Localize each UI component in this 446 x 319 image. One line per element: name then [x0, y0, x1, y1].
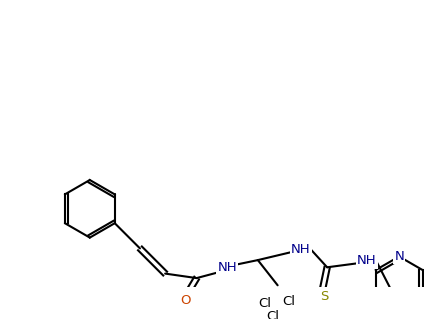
Text: NH: NH: [218, 261, 237, 274]
Text: N: N: [394, 250, 404, 263]
Text: NH: NH: [291, 243, 311, 256]
Text: S: S: [320, 290, 329, 303]
Text: Cl: Cl: [282, 295, 295, 308]
Text: Cl: Cl: [259, 297, 272, 310]
Text: Cl: Cl: [267, 310, 280, 319]
Text: NH: NH: [357, 255, 376, 268]
Text: O: O: [181, 294, 191, 307]
